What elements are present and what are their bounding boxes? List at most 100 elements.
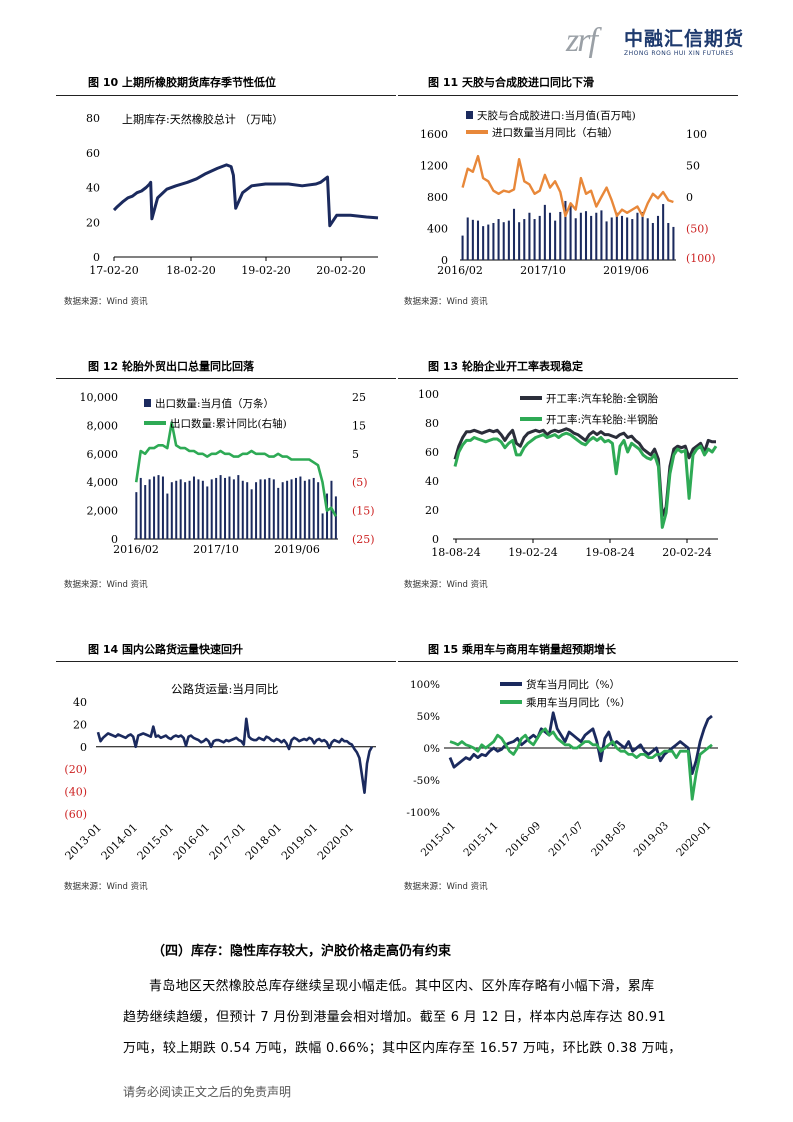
y-tick-label: 20 [73, 718, 87, 731]
export-bar [135, 492, 138, 539]
legend-bars-swatch [144, 399, 151, 407]
import-bar [476, 220, 480, 260]
y-left-tick-label: 1600 [420, 128, 448, 141]
export-bar [237, 475, 240, 539]
inventory-line [112, 163, 379, 228]
import-bar [672, 226, 675, 260]
import-bar [626, 217, 629, 260]
import-bar [497, 219, 500, 260]
import-bar [631, 219, 634, 260]
export-bar [192, 476, 195, 539]
export-bar [294, 477, 297, 539]
legend-line-label: 出口数量:累计同比(右轴) [170, 417, 287, 430]
export-bar [321, 513, 324, 539]
import-bar [543, 204, 546, 260]
import-bar [466, 217, 469, 260]
y-tick-label: 80 [425, 417, 439, 430]
y-left-tick-label: 2,000 [87, 505, 119, 518]
import-bar [651, 222, 654, 260]
import-bar [548, 212, 552, 260]
export-bar [197, 479, 200, 539]
import-bar [620, 215, 624, 260]
x-tick-label: 20-02-20 [316, 264, 365, 277]
export-bar [206, 486, 209, 539]
y-right-tick-label: (5) [352, 476, 368, 489]
y-right-tick-label: 100 [686, 128, 707, 141]
legend-truck-label: 货车当月同比（%） [526, 678, 620, 691]
figure-13-source: 数据来源：Wind 资讯 [404, 580, 488, 590]
import-bar [502, 222, 505, 260]
export-bar [312, 477, 315, 539]
import-bar [523, 219, 526, 260]
x-tick-label: 2013-01 [63, 821, 105, 863]
y-left-tick-label: 6,000 [87, 448, 119, 461]
x-tick-label: 2017-07 [547, 820, 586, 859]
y-tick-label: 0% [423, 743, 440, 755]
export-bar [255, 482, 258, 539]
y-right-tick-label: (100) [686, 252, 716, 265]
figure-15-source: 数据来源：Wind 资讯 [404, 882, 488, 892]
import-bar [559, 211, 562, 260]
import-bar [584, 211, 588, 260]
export-bar [317, 482, 320, 539]
x-tick-label: 20-02-24 [662, 546, 711, 559]
figure-14-rule [56, 661, 396, 662]
x-tick-label: 2015-11 [461, 820, 500, 859]
export-bar [259, 479, 262, 539]
x-tick-label: 19-02-24 [508, 546, 557, 559]
figure-12-title: 图 12 轮胎外贸出口总量同比回落 [88, 360, 254, 373]
export-bar [175, 480, 178, 539]
y-tick-label: 40 [86, 182, 100, 195]
y-left-tick-label: 0 [441, 254, 448, 267]
legend-label: 公路货运量:当月同比 [171, 682, 278, 696]
export-bar [148, 479, 151, 539]
x-tick-label: 2016-09 [504, 820, 543, 859]
figure-14-title: 图 14 国内公路货运量快速回升 [88, 643, 243, 656]
y-tick-label: 100 [418, 388, 439, 401]
passenger-car-yoy-line [449, 727, 713, 801]
export-bar [188, 480, 191, 539]
y-tick-label: 40 [425, 475, 439, 488]
chart-15-vehicle-sales: 100%50%0%-50%-100%2015-01 2015-11 2016-09 2… [406, 678, 718, 859]
import-bar [579, 212, 582, 260]
export-bar [268, 477, 271, 539]
import-bar [600, 210, 603, 260]
x-tick-label: 2019-03 [632, 820, 671, 859]
chart-12-tire-exports: 0 2,000 4,000 6,000 8,000 10,000 25 15 5 (5) (15) (… [80, 391, 375, 556]
export-bar [201, 480, 204, 539]
y-left-tick-label: 1200 [420, 160, 448, 173]
export-bar [272, 479, 275, 539]
y-tick-label: 0 [432, 533, 439, 546]
import-bar [574, 218, 577, 260]
y-tick-label: 50% [417, 711, 440, 723]
y-right-tick-label: 50 [686, 160, 700, 173]
road-freight-yoy-line [96, 717, 374, 794]
y-tick-label: (20) [64, 763, 87, 776]
paragraph-line-2: 趋势继续趋缓，但预计 7 月份到港量会相对增加。截至 6 月 12 日，样本内总… [123, 1010, 666, 1025]
import-bar [533, 219, 536, 260]
y-tick-label: (40) [64, 786, 87, 799]
x-tick-label: 2019/06 [274, 543, 320, 556]
y-right-tick-label: 5 [352, 448, 359, 461]
x-tick-label: 19-08-24 [585, 546, 634, 559]
x-tick-label: 2019/06 [603, 264, 649, 277]
legend-line-label: 进口数量当月同比（右轴） [492, 126, 618, 139]
figure-11-source: 数据来源：Wind 资讯 [404, 297, 488, 307]
import-bar [487, 224, 490, 260]
y-left-tick-label: 4,000 [87, 476, 119, 489]
import-bar [461, 235, 464, 260]
y-right-tick-label: 25 [352, 391, 366, 404]
x-tick-label: 2017-01 [207, 821, 249, 863]
export-bar [161, 476, 164, 539]
figure-14-source: 数据来源：Wind 资讯 [64, 882, 148, 892]
y-right-tick-label: (25) [352, 533, 375, 546]
x-tick-label: 18-08-24 [431, 546, 480, 559]
figure-10-title: 图 10 上期所橡胶期货库存季节性低位 [88, 76, 276, 89]
x-tick-label: 18-02-20 [166, 264, 215, 277]
y-tick-label: 80 [86, 112, 100, 125]
import-bar [656, 215, 660, 260]
section-heading: （四）库存：隐性库存较大，沪胶价格走高仍有约束 [152, 944, 452, 959]
figure-11-title: 图 11 天胶与合成胶进口同比下滑 [428, 76, 594, 89]
chart-10-inventory: 0 20 40 60 80 17-02-20 18-02-20 19-02-20 20-02-2… [86, 112, 379, 277]
export-bar [219, 475, 222, 539]
